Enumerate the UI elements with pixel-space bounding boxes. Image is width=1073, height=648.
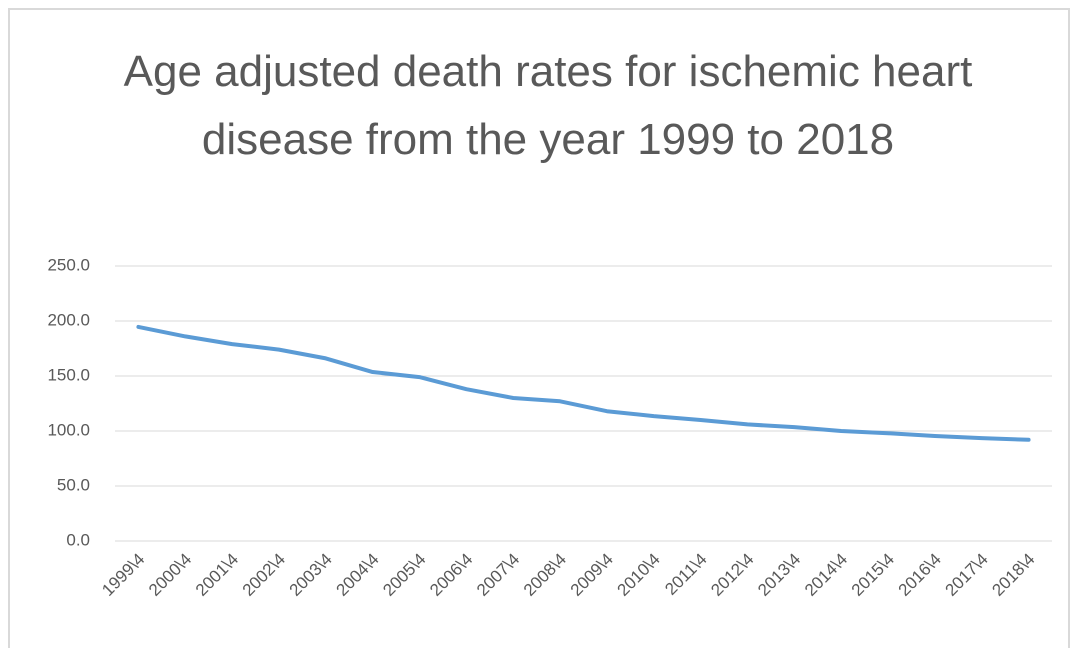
x-tick-label: 2014\4 [801, 550, 851, 600]
y-tick-label: 150.0 [47, 365, 90, 384]
x-tick-label: 2012\4 [707, 550, 757, 600]
x-tick-label: 2010\4 [614, 550, 664, 600]
x-tick-label: 2000\4 [145, 550, 195, 600]
x-tick-label: 2013\4 [754, 550, 804, 600]
x-tick-label: 2015\4 [848, 550, 898, 600]
x-tick-label: 2007\4 [473, 550, 523, 600]
y-tick-label: 50.0 [57, 475, 90, 494]
x-tick-label: 2008\4 [520, 550, 570, 600]
x-tick-label: 2002\4 [239, 550, 289, 600]
x-tick-label: 2011\4 [661, 550, 710, 599]
x-tick-label: 2017\4 [942, 550, 992, 600]
line-series [136, 324, 1031, 442]
x-tick-label: 2003\4 [286, 550, 336, 600]
x-tick-label: 2016\4 [895, 550, 945, 600]
x-tick-label: 2004\4 [332, 550, 382, 600]
x-tick-label: 2005\4 [379, 550, 429, 600]
x-tick-label: 2001\4 [192, 550, 242, 600]
x-tick-label: 2018\4 [988, 550, 1038, 600]
chart-frame [8, 8, 1070, 648]
x-tick-label: 2006\4 [426, 550, 476, 600]
y-tick-label: 200.0 [47, 310, 90, 329]
y-tick-label: 250.0 [47, 255, 90, 274]
y-tick-label: 100.0 [47, 420, 90, 439]
y-tick-label: 0.0 [66, 530, 90, 549]
x-tick-label: 2009\4 [567, 550, 617, 600]
x-tick-label: 1999\4 [98, 550, 148, 600]
chart-title: Age adjusted death rates for ischemic he… [123, 47, 973, 164]
